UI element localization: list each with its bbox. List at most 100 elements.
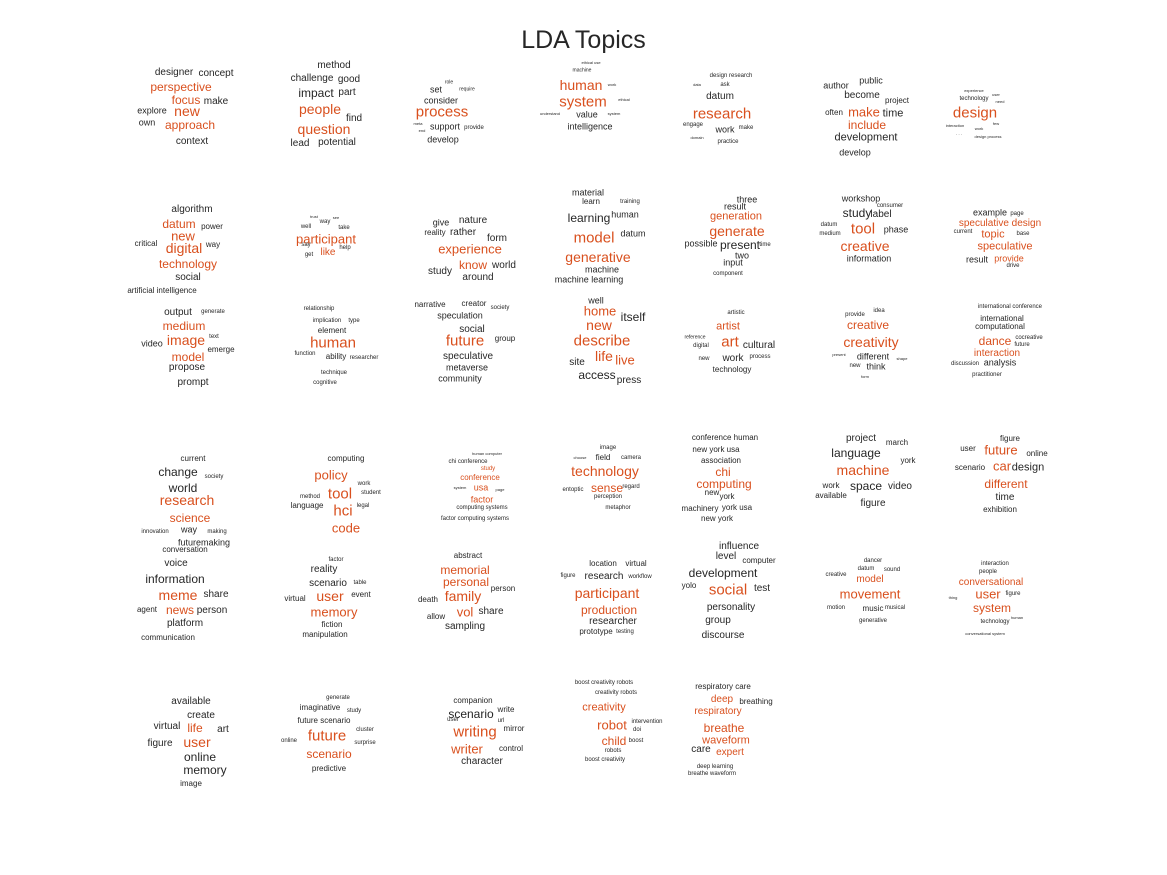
topic-word: future: [445, 332, 485, 350]
topic-word: future: [984, 442, 1018, 458]
topic-word: music: [862, 604, 884, 613]
topic-word: datum: [857, 566, 875, 572]
topic-word: ethical use: [581, 60, 601, 65]
topic-word: boost: [628, 738, 644, 744]
topic-cloud-39: boost creativity robots creativity robots…: [560, 680, 678, 782]
topic-word: design: [952, 104, 998, 122]
topic-word: study: [428, 266, 452, 277]
topic-word: new: [171, 228, 195, 244]
topic-word: ability: [325, 352, 347, 361]
topic-word: scenario: [954, 463, 986, 472]
topic-word: machine: [836, 462, 890, 478]
topic-word: medium: [162, 319, 206, 333]
topic-word: study: [480, 466, 496, 472]
topic-word: mirror: [503, 724, 525, 733]
topic-word: three: [736, 194, 758, 205]
topic-word: future: [307, 727, 347, 745]
topic-word: research: [159, 492, 215, 508]
topic-word: surprise: [354, 740, 376, 746]
topic-word: companion: [453, 696, 493, 705]
topic-word: practice: [717, 139, 739, 145]
topic-word: around: [462, 272, 494, 283]
topic-word: cultural: [742, 340, 776, 351]
topic-word: work: [357, 481, 371, 487]
topic-word: machine: [572, 67, 592, 74]
topic-word: change: [158, 465, 198, 479]
topic-word: speculative: [442, 351, 494, 362]
topic-word: analysis: [983, 357, 1017, 368]
topic-word: workshop: [841, 193, 881, 204]
topic-word: support: [429, 121, 461, 132]
topic-cloud-20: idea provide creative creativity present diff…: [820, 308, 938, 410]
topic-word: character: [461, 756, 503, 767]
topic-word: doi: [632, 727, 642, 733]
topic-cloud-3: role require set consider process support prov…: [414, 62, 543, 162]
topic-word: critical: [134, 239, 158, 248]
topic-word: experience: [964, 88, 984, 93]
topic-word: research: [584, 571, 624, 582]
topic-word: predictive: [311, 764, 347, 773]
topic-word: focus: [171, 93, 201, 107]
topic-word: human: [559, 77, 603, 93]
topic-word: include: [847, 118, 887, 132]
topic-word: sound: [883, 567, 901, 573]
topic-word: context: [175, 136, 209, 147]
topic-word: provide: [845, 312, 865, 318]
topic-word: page: [1010, 211, 1024, 217]
topic-word: develop: [839, 147, 871, 158]
topic-word: hci: [333, 502, 353, 520]
topic-word: discussion: [950, 361, 980, 367]
topic-word: result: [723, 201, 747, 212]
topic-word: reality: [424, 228, 446, 237]
topic-word: memorial: [440, 563, 490, 577]
topic-word: researcher: [349, 355, 379, 361]
topic-word: figure: [860, 498, 886, 509]
topic-word: time: [882, 107, 904, 120]
topic-word: training: [620, 199, 640, 205]
topic-cloud-24: human computer chi conference study confere…: [425, 434, 543, 534]
topic-word: respiratory care: [695, 682, 751, 691]
topic-word: artistic: [727, 310, 745, 316]
topic-word: different: [856, 351, 890, 362]
topic-word: available: [815, 491, 847, 500]
topic-word: computing systems: [456, 505, 508, 511]
topic-word: person: [490, 584, 516, 593]
topic-word: system: [972, 601, 1012, 615]
topic-word: value: [576, 109, 598, 120]
topic-word: person: [196, 605, 228, 616]
topic-cloud-22: current change society world research science…: [141, 434, 268, 548]
topic-word: memory: [183, 763, 227, 777]
topic-word: social: [175, 272, 201, 283]
topic-word: student: [361, 490, 381, 496]
topic-word: data: [693, 82, 701, 87]
topic-word: york: [900, 456, 916, 465]
topic-word: interaction: [981, 561, 1009, 567]
topic-word: example: [972, 207, 1008, 218]
topic-word: intelligence: [567, 121, 613, 132]
topic-cloud-34: dancer datum sound creative model movement mot…: [820, 558, 938, 658]
topic-word: way: [180, 524, 198, 535]
topic-cloud-28: figure user future online car scenario design d…: [955, 434, 1078, 534]
topic-word: child: [601, 734, 627, 748]
topic-cloud-40: respiratory care deep breathing respiratory…: [688, 682, 808, 782]
topic-word: life: [187, 721, 203, 735]
topic-cloud-17: narrative creator society speculation social…: [414, 300, 543, 410]
topic-cloud-1: designer concept perspective focus make explo…: [137, 62, 268, 162]
topic-word: cluster: [356, 727, 374, 733]
topic-cloud-23: computing policy work method tool student lang…: [290, 434, 408, 535]
topic-word: future scenario: [297, 716, 351, 725]
topic-word: nature: [458, 215, 488, 226]
topic-word: form: [861, 374, 869, 379]
topic-word: table: [353, 580, 367, 586]
topic-word: model: [171, 350, 205, 364]
topic-cloud-29: conversation voice information meme share age…: [137, 546, 268, 658]
topic-word: project: [845, 433, 877, 444]
topic-word: learn: [582, 197, 600, 206]
topic-word: people: [298, 101, 342, 117]
topic-word: result: [965, 254, 989, 265]
topic-word: creative: [825, 572, 847, 578]
topic-word: conversational system: [965, 631, 1005, 636]
topic-word: thing: [948, 595, 958, 600]
topic-word: shape: [896, 356, 908, 361]
